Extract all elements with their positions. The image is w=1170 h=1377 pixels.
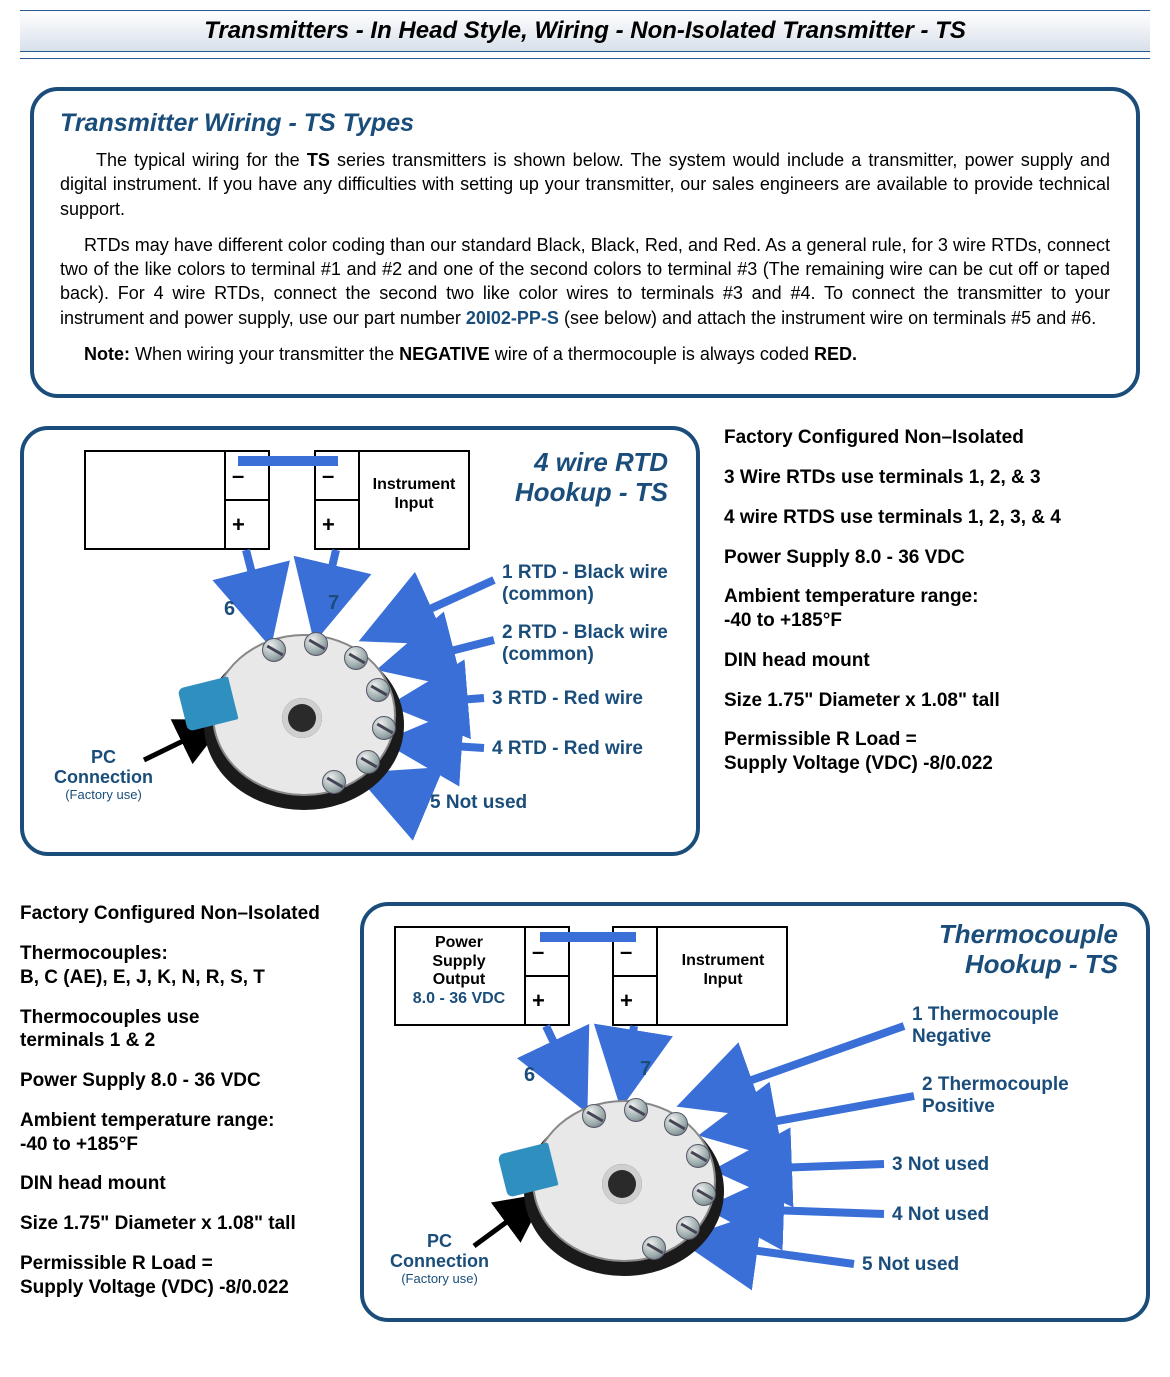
rtd-diagram-panel: 4 wire RTD Hookup - TS Power Supply Outp… bbox=[20, 426, 700, 856]
spec-line: 3 Wire RTDs use terminals 1, 2, & 3 bbox=[724, 466, 1150, 490]
note-red: RED. bbox=[814, 344, 857, 364]
ps-voltage: 8.0 - 36 VDC bbox=[413, 990, 505, 1007]
part-number-link: 20I02-PP-S bbox=[466, 308, 559, 328]
pc-connection-label: PC Connection (Factory use) bbox=[390, 1232, 489, 1286]
note-label: Note: bbox=[84, 344, 130, 364]
note-text: wire of a thermocouple is always coded bbox=[490, 344, 814, 364]
intro-heading: Transmitter Wiring - TS Types bbox=[60, 109, 1110, 138]
spec-line: Power Supply 8.0 - 36 VDC bbox=[724, 546, 1150, 570]
ps-label: Power Supply Output 8.0 - 36 VDC bbox=[400, 934, 518, 1008]
intro-ts-bold: TS bbox=[307, 150, 330, 170]
rtd-specs: Factory Configured Non–Isolated 3 Wire R… bbox=[724, 426, 1150, 792]
terminal-7: 7 bbox=[640, 1058, 651, 1081]
spec-line: Thermocouples use terminals 1 & 2 bbox=[20, 1006, 336, 1054]
spec-line: Thermocouples: B, C (AE), E, J, K, N, R,… bbox=[20, 942, 336, 990]
intro-panel: Transmitter Wiring - TS Types The typica… bbox=[30, 87, 1140, 398]
page-title: Transmitters - In Head Style, Wiring - N… bbox=[20, 17, 1150, 45]
spec-line: DIN head mount bbox=[724, 649, 1150, 673]
spec-line: DIN head mount bbox=[20, 1172, 336, 1196]
instr-label: Instrument Input bbox=[664, 952, 782, 989]
spec-line: Ambient temperature range: -40 to +185°F bbox=[20, 1109, 336, 1157]
terminal-7: 7 bbox=[328, 592, 339, 615]
minus-sign: – bbox=[532, 939, 544, 965]
rtd-callout-2: 2 RTD - Black wire (common) bbox=[502, 622, 668, 666]
note-text: When wiring your transmitter the bbox=[130, 344, 399, 364]
plus-sign: + bbox=[232, 512, 245, 538]
plus-sign: + bbox=[620, 988, 633, 1014]
transmitter-puck bbox=[524, 1086, 744, 1286]
plus-sign: + bbox=[322, 512, 335, 538]
tc-callout-5: 5 Not used bbox=[862, 1254, 959, 1276]
tc-diagram-title: Thermocouple Hookup - TS bbox=[939, 920, 1118, 980]
link-bar bbox=[238, 456, 338, 466]
tc-diagram-panel: Thermocouple Hookup - TS Power Supply Ou… bbox=[360, 902, 1150, 1322]
plus-sign: + bbox=[532, 988, 545, 1014]
tc-row: Factory Configured Non–Isolated Thermoco… bbox=[20, 902, 1150, 1322]
spec-line: Permissible R Load = Supply Voltage (VDC… bbox=[20, 1252, 336, 1300]
minus-sign: – bbox=[620, 939, 632, 965]
spec-line: Factory Configured Non–Isolated bbox=[724, 426, 1150, 450]
intro-text: The typical wiring for the bbox=[96, 150, 307, 170]
transmitter-puck bbox=[204, 620, 424, 820]
spec-line: Size 1.75" Diameter x 1.08" tall bbox=[20, 1212, 336, 1236]
terminal-6: 6 bbox=[224, 598, 235, 621]
spec-line: Factory Configured Non–Isolated bbox=[20, 902, 336, 926]
page-title-bar: Transmitters - In Head Style, Wiring - N… bbox=[20, 10, 1150, 52]
header-rule bbox=[20, 58, 1150, 59]
note-negative: NEGATIVE bbox=[399, 344, 490, 364]
rtd-callout-3: 3 RTD - Red wire bbox=[492, 688, 643, 710]
tc-specs: Factory Configured Non–Isolated Thermoco… bbox=[20, 902, 336, 1315]
rtd-callout-4: 4 RTD - Red wire bbox=[492, 738, 643, 760]
spec-line: Permissible R Load = Supply Voltage (VDC… bbox=[724, 728, 1150, 776]
tc-callout-3: 3 Not used bbox=[892, 1154, 989, 1176]
intro-text: (see below) and attach the instrument wi… bbox=[559, 308, 1096, 328]
minus-sign: – bbox=[322, 463, 334, 489]
ps-output-box bbox=[84, 450, 224, 550]
tc-callout-2: 2 Thermocouple Positive bbox=[922, 1074, 1069, 1118]
intro-para-2: RTDs may have different color coding tha… bbox=[60, 233, 1110, 330]
rtd-callout-5: 5 Not used bbox=[430, 792, 527, 814]
rtd-row: 4 wire RTD Hookup - TS Power Supply Outp… bbox=[20, 426, 1150, 856]
rtd-callout-1: 1 RTD - Black wire (common) bbox=[502, 562, 668, 606]
tc-callout-4: 4 Not used bbox=[892, 1204, 989, 1226]
spec-line: Size 1.75" Diameter x 1.08" tall bbox=[724, 689, 1150, 713]
rtd-diagram-title: 4 wire RTD Hookup - TS bbox=[515, 448, 668, 508]
intro-para-1: The typical wiring for the TS series tra… bbox=[60, 148, 1110, 221]
instr-label: Instrument Input bbox=[364, 476, 464, 513]
minus-sign: – bbox=[232, 463, 244, 489]
spec-line: Ambient temperature range: -40 to +185°F bbox=[724, 585, 1150, 633]
pc-connection-label: PC Connection (Factory use) bbox=[54, 748, 153, 802]
intro-note: Note: When wiring your transmitter the N… bbox=[60, 342, 1110, 366]
terminal-6: 6 bbox=[524, 1064, 535, 1087]
link-bar bbox=[540, 932, 636, 942]
tc-callout-1: 1 Thermocouple Negative bbox=[912, 1004, 1059, 1048]
spec-line: 4 wire RTDS use terminals 1, 2, 3, & 4 bbox=[724, 506, 1150, 530]
spec-line: Power Supply 8.0 - 36 VDC bbox=[20, 1069, 336, 1093]
